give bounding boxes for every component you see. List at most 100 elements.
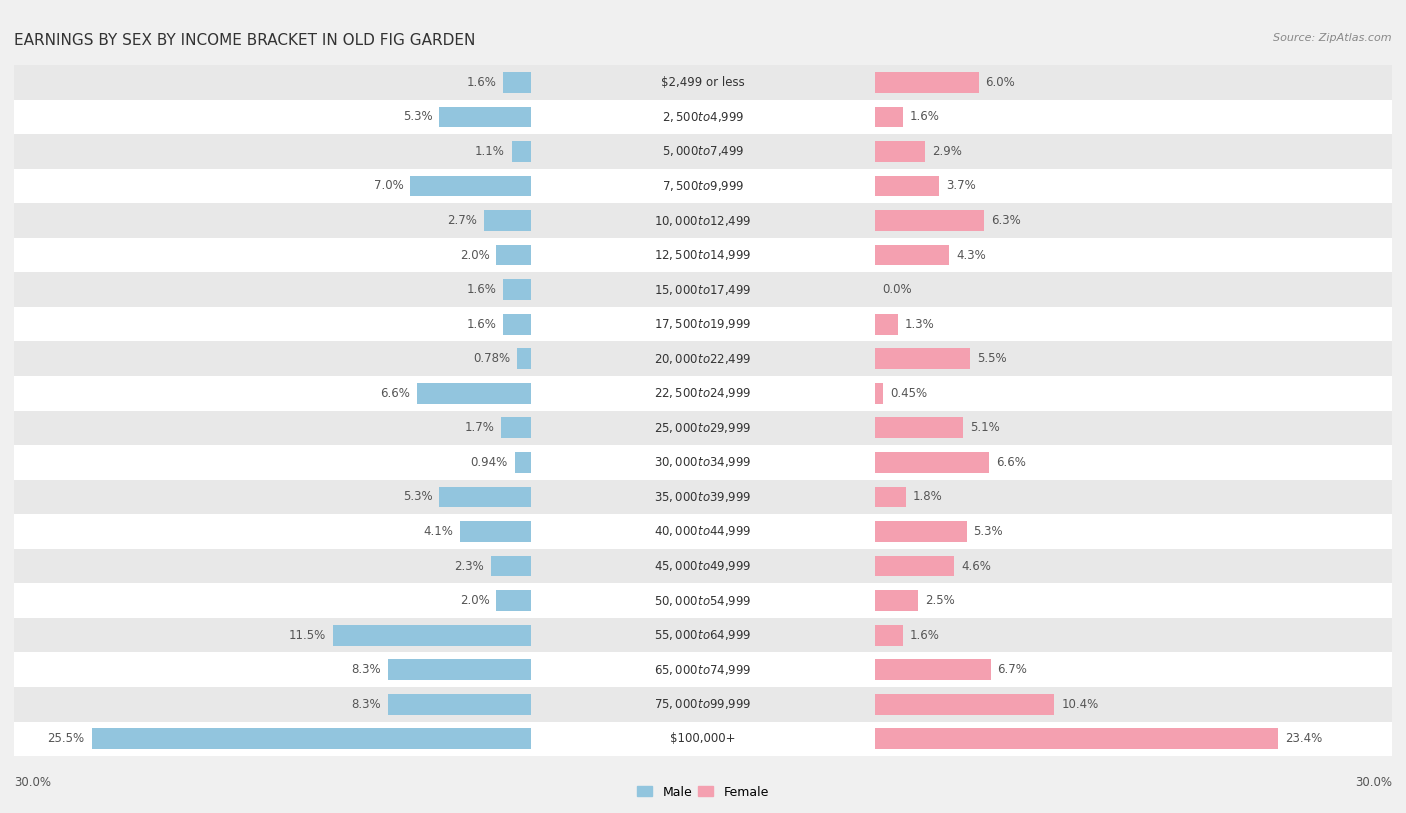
Bar xyxy=(875,418,963,438)
Text: $22,500 to $24,999: $22,500 to $24,999 xyxy=(654,386,752,400)
Text: 2.0%: 2.0% xyxy=(460,594,489,607)
Text: $30,000 to $34,999: $30,000 to $34,999 xyxy=(654,455,752,469)
Text: 2.7%: 2.7% xyxy=(447,214,478,227)
Bar xyxy=(460,521,531,541)
Text: $40,000 to $44,999: $40,000 to $44,999 xyxy=(654,524,752,538)
Bar xyxy=(411,176,531,196)
Bar xyxy=(875,210,984,231)
Bar xyxy=(491,556,531,576)
Text: $45,000 to $49,999: $45,000 to $49,999 xyxy=(654,559,752,573)
Text: 4.6%: 4.6% xyxy=(962,559,991,572)
Text: 2.9%: 2.9% xyxy=(932,145,962,158)
Text: $12,500 to $14,999: $12,500 to $14,999 xyxy=(654,248,752,262)
Text: 8.3%: 8.3% xyxy=(352,698,381,711)
FancyBboxPatch shape xyxy=(14,514,1392,549)
Text: 3.7%: 3.7% xyxy=(946,180,976,193)
FancyBboxPatch shape xyxy=(14,549,1392,584)
Text: 6.6%: 6.6% xyxy=(995,456,1025,469)
Bar xyxy=(875,245,949,265)
Text: $65,000 to $74,999: $65,000 to $74,999 xyxy=(654,663,752,676)
FancyBboxPatch shape xyxy=(14,411,1392,445)
FancyBboxPatch shape xyxy=(14,203,1392,237)
Text: 1.6%: 1.6% xyxy=(910,628,939,641)
Bar xyxy=(875,176,939,196)
FancyBboxPatch shape xyxy=(14,584,1392,618)
Bar xyxy=(875,452,988,472)
Text: 6.0%: 6.0% xyxy=(986,76,1015,89)
FancyBboxPatch shape xyxy=(14,237,1392,272)
FancyBboxPatch shape xyxy=(14,168,1392,203)
Text: $2,499 or less: $2,499 or less xyxy=(661,76,745,89)
Bar xyxy=(496,245,531,265)
Bar xyxy=(440,107,531,127)
Text: $55,000 to $64,999: $55,000 to $64,999 xyxy=(654,628,752,642)
Text: 4.1%: 4.1% xyxy=(423,525,453,538)
Bar xyxy=(512,141,531,162)
Text: 2.0%: 2.0% xyxy=(460,249,489,262)
Bar xyxy=(484,210,531,231)
Text: $20,000 to $22,499: $20,000 to $22,499 xyxy=(654,352,752,366)
Text: 1.7%: 1.7% xyxy=(465,421,495,434)
Text: $10,000 to $12,499: $10,000 to $12,499 xyxy=(654,214,752,228)
FancyBboxPatch shape xyxy=(14,480,1392,514)
Text: $25,000 to $29,999: $25,000 to $29,999 xyxy=(654,421,752,435)
Bar xyxy=(388,693,531,715)
Text: Source: ZipAtlas.com: Source: ZipAtlas.com xyxy=(1274,33,1392,42)
Bar xyxy=(91,728,531,750)
Text: 6.3%: 6.3% xyxy=(991,214,1021,227)
Bar xyxy=(875,521,966,541)
Bar xyxy=(502,418,531,438)
Text: 5.3%: 5.3% xyxy=(404,490,433,503)
Text: 1.6%: 1.6% xyxy=(467,283,496,296)
Legend: Male, Female: Male, Female xyxy=(637,785,769,798)
Text: 1.3%: 1.3% xyxy=(904,318,934,331)
Bar xyxy=(503,279,531,300)
FancyBboxPatch shape xyxy=(14,376,1392,411)
Text: 1.8%: 1.8% xyxy=(912,490,943,503)
Text: 10.4%: 10.4% xyxy=(1062,698,1098,711)
Text: $7,500 to $9,999: $7,500 to $9,999 xyxy=(662,179,744,193)
Text: 8.3%: 8.3% xyxy=(352,663,381,676)
Bar xyxy=(333,624,531,646)
Text: 1.6%: 1.6% xyxy=(910,111,939,124)
Bar xyxy=(517,348,531,369)
FancyBboxPatch shape xyxy=(14,99,1392,134)
Text: 2.3%: 2.3% xyxy=(454,559,484,572)
Bar xyxy=(503,72,531,93)
Bar xyxy=(388,659,531,680)
Bar xyxy=(515,452,531,472)
FancyBboxPatch shape xyxy=(14,134,1392,168)
Text: $35,000 to $39,999: $35,000 to $39,999 xyxy=(654,490,752,504)
Text: 0.0%: 0.0% xyxy=(882,283,911,296)
Bar xyxy=(875,659,991,680)
Text: 0.94%: 0.94% xyxy=(471,456,508,469)
Text: 5.3%: 5.3% xyxy=(404,111,433,124)
FancyBboxPatch shape xyxy=(14,272,1392,307)
Bar xyxy=(418,383,531,403)
FancyBboxPatch shape xyxy=(14,687,1392,722)
Text: $100,000+: $100,000+ xyxy=(671,733,735,746)
FancyBboxPatch shape xyxy=(14,445,1392,480)
Bar xyxy=(875,314,897,334)
Text: 5.3%: 5.3% xyxy=(973,525,1002,538)
Text: 30.0%: 30.0% xyxy=(14,776,51,789)
FancyBboxPatch shape xyxy=(14,722,1392,756)
Bar xyxy=(875,72,979,93)
Text: EARNINGS BY SEX BY INCOME BRACKET IN OLD FIG GARDEN: EARNINGS BY SEX BY INCOME BRACKET IN OLD… xyxy=(14,33,475,47)
Bar xyxy=(875,107,903,127)
Bar xyxy=(440,486,531,507)
Text: 11.5%: 11.5% xyxy=(288,628,326,641)
FancyBboxPatch shape xyxy=(14,341,1392,376)
FancyBboxPatch shape xyxy=(14,307,1392,341)
Bar xyxy=(875,486,907,507)
Text: 6.6%: 6.6% xyxy=(381,387,411,400)
Text: 4.3%: 4.3% xyxy=(956,249,986,262)
Bar xyxy=(503,314,531,334)
Bar xyxy=(875,141,925,162)
Text: 2.5%: 2.5% xyxy=(925,594,955,607)
Text: 7.0%: 7.0% xyxy=(374,180,404,193)
Text: 1.6%: 1.6% xyxy=(467,76,496,89)
Text: $5,000 to $7,499: $5,000 to $7,499 xyxy=(662,145,744,159)
Text: $17,500 to $19,999: $17,500 to $19,999 xyxy=(654,317,752,331)
Text: 1.6%: 1.6% xyxy=(467,318,496,331)
